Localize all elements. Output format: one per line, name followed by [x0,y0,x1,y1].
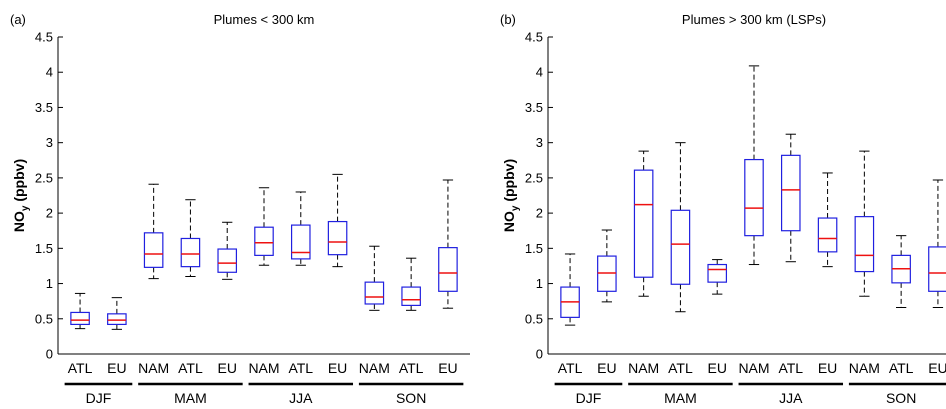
b-box-10-iqr [928,246,946,292]
b-group-label-3: SON [886,390,916,406]
a-chart-title: Plumes < 300 km [214,12,315,27]
b-y-tick-label: 2 [536,206,543,221]
b-panel-label: (b) [500,12,516,27]
a-y-tick-label: 2 [46,206,53,221]
b-box-6-iqr [780,154,801,232]
b-y-tick-label: 3 [536,135,543,150]
a-panel-label: (a) [10,12,26,27]
b-x-tick-label: EU [707,360,726,376]
a-y-tick-label: 1 [46,276,53,291]
a-box-0-iqr [70,311,90,326]
a-y-label-unit: (ppbv) [11,159,27,206]
a-x-tick-label: ATL [68,360,93,376]
b-y-label-subscript: y [510,205,521,211]
panel-b: (b) Plumes > 300 km (LSPs) 0 0.5 1 1.5 2 2.5 3 3.… [500,12,946,406]
a-box-2-iqr [143,232,164,268]
a-group-label-0: DJF [86,390,112,406]
a-y-tick-label: 4.5 [35,30,53,45]
a-y-tick-label: 3.5 [35,100,53,115]
a-x-tick-label: EU [328,360,347,376]
a-x-tick-label: ATL [399,360,424,376]
a-x-tick-label: EU [217,360,236,376]
a-x-tick-label: NAM [248,360,279,376]
b-box-2-iqr [633,169,654,278]
a-y-tick-label: 0 [46,347,53,362]
b-y-tick-label: 2.5 [525,170,543,185]
a-x-tick-label: EU [438,360,457,376]
b-x-tick-label: NAM [628,360,659,376]
b-x-tick-label: EU [597,360,616,376]
b-x-tick-label: ATL [778,360,803,376]
panel-a: (a) Plumes < 300 km 0 0.5 1 1.5 2 2.5 3 3.5 4 4.5 NO… [10,12,470,406]
b-x-tick-label: ATL [889,360,914,376]
b-y-tick-label: 4 [536,65,543,80]
b-y-tick-label: 0 [536,347,543,362]
b-y-tick-label: 4.5 [525,30,543,45]
a-y-tick-label: 4 [46,65,53,80]
a-y-axis-label: NOy (ppbv) [11,159,31,232]
a-box-9-iqr [401,286,421,306]
a-group-label-1: MAM [174,390,207,406]
a-y-label-main: NO [11,211,27,232]
b-y-tick-label: 1.5 [525,241,543,256]
a-box-3-iqr [180,237,201,268]
b-group-label-2: JJA [779,390,803,406]
a-x-tick-label: NAM [359,360,390,376]
b-y-tick-label: 1 [536,276,543,291]
a-box-4-iqr [217,248,238,273]
b-chart-title: Plumes > 300 km (LSPs) [682,12,826,27]
b-y-label-main: NO [501,211,517,232]
b-box-5-iqr [744,158,764,237]
a-box-8-iqr [364,281,385,305]
a-x-tick-label: NAM [138,360,169,376]
b-box-8-iqr [854,216,875,273]
a-box-1-iqr [107,313,127,326]
b-x-tick-label: ATL [558,360,583,376]
b-x-tick-label: EU [928,360,946,376]
b-box-7-iqr [817,217,838,253]
a-y-tick-label: 2.5 [35,170,53,185]
b-x-tick-label: NAM [738,360,769,376]
b-x-tick-label: NAM [849,360,880,376]
b-y-tick-label: 3.5 [525,100,543,115]
b-group-label-0: DJF [576,390,602,406]
a-x-tick-label: EU [107,360,126,376]
a-group-label-2: JJA [289,390,313,406]
a-x-tick-label: ATL [178,360,203,376]
b-box-4-iqr [707,263,728,283]
a-box-5-iqr [254,226,274,256]
b-x-tick-label: ATL [668,360,693,376]
b-group-label-1: MAM [664,390,697,406]
a-y-tick-label: 3 [46,135,53,150]
b-y-label-unit: (ppbv) [501,159,517,206]
b-y-axis-label: NOy (ppbv) [501,159,521,232]
a-group-label-3: SON [396,390,426,406]
a-box-6-iqr [290,224,311,260]
a-y-tick-label: 0.5 [35,311,53,326]
a-x-tick-label: ATL [288,360,313,376]
a-y-tick-label: 1.5 [35,241,53,256]
b-x-tick-label: EU [818,360,837,376]
a-box-7-iqr [327,220,348,256]
b-y-tick-label: 0.5 [525,311,543,326]
a-box-10-iqr [438,247,458,292]
b-box-3-iqr [670,209,691,285]
a-y-label-subscript: y [20,205,31,211]
